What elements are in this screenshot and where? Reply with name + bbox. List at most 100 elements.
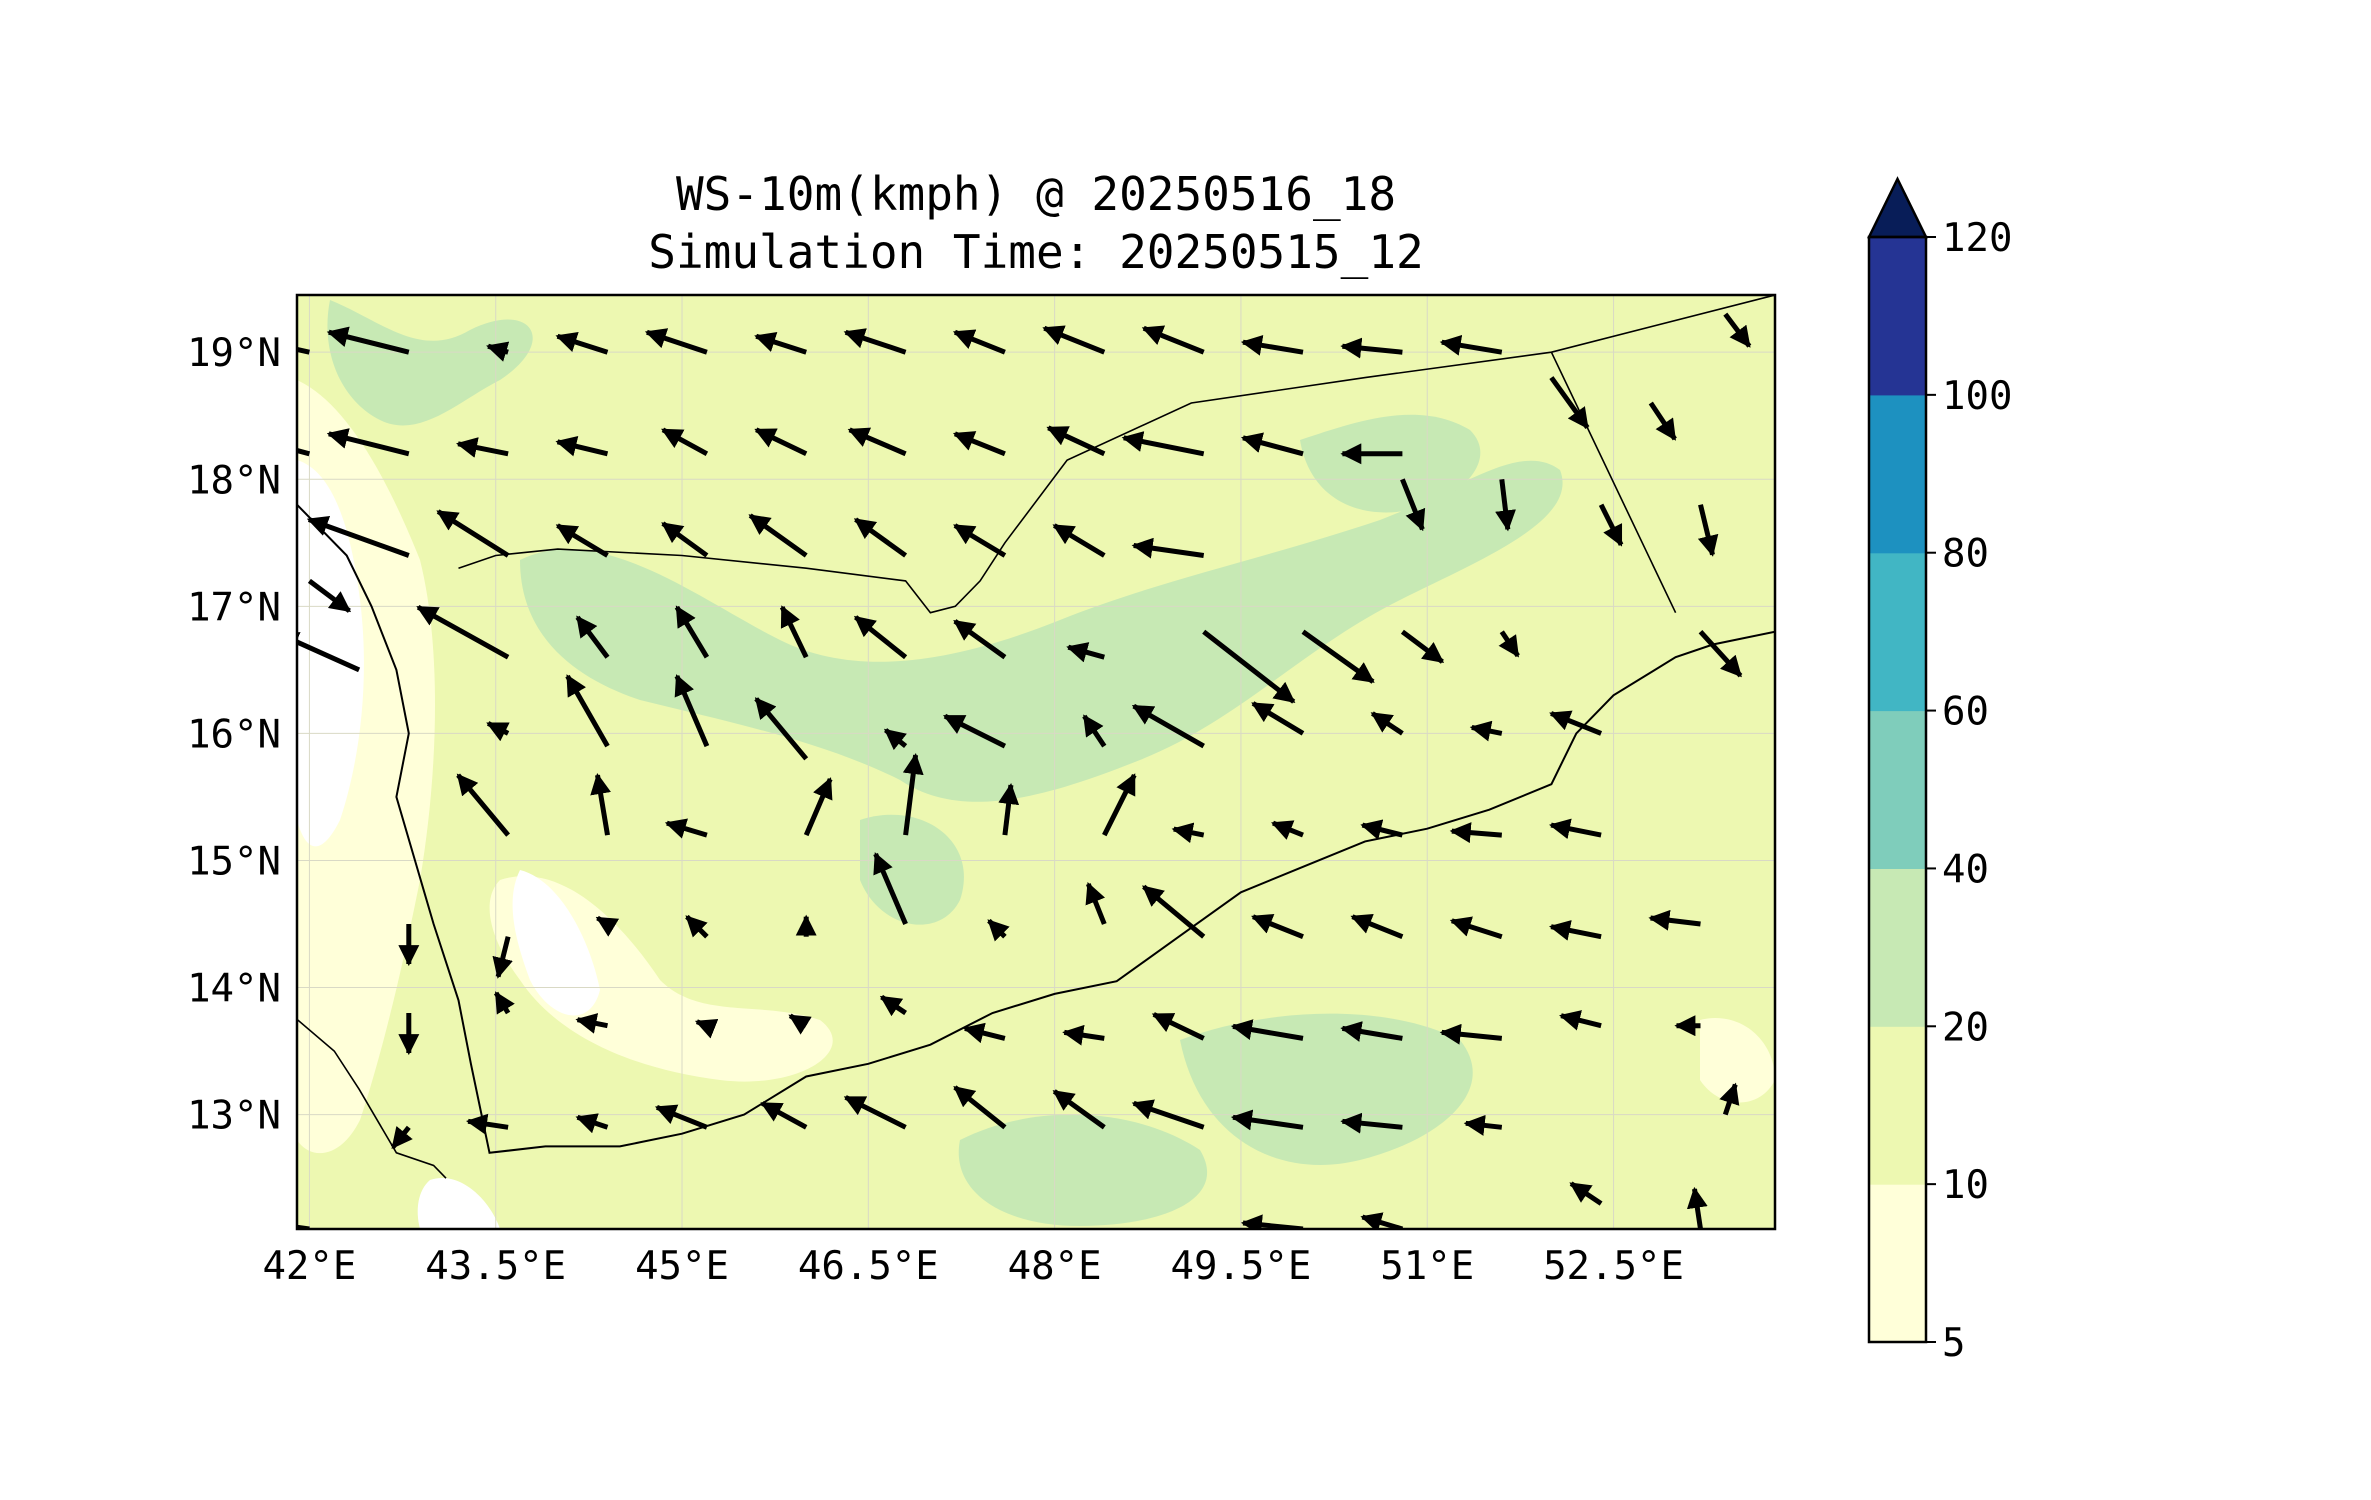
wind-arrow [803, 777, 833, 837]
colorbar-label: 60 [1942, 690, 1989, 735]
wind-arrow [685, 914, 709, 939]
wind-arrow [1046, 425, 1106, 457]
latitude-tick-labels: 19°N 18°N 17°N 16°N 15°N 14°N 13°N [187, 331, 281, 1138]
wind-arrow [1230, 1109, 1304, 1131]
wind-arrow [1648, 401, 1677, 441]
lon-tick-label: 51°E [1380, 1244, 1474, 1289]
wind-arrow [456, 437, 509, 458]
colorbar: 5 10 20 40 60 80 100 120 [1866, 176, 2012, 1366]
wind-arrow [1271, 820, 1304, 840]
wind-arrow [1697, 504, 1719, 557]
contour-20-40-central [520, 460, 1563, 802]
wind-arrow [1495, 479, 1516, 532]
wind-arrow [1230, 1019, 1304, 1041]
wind-arrow [843, 1095, 907, 1130]
wind-arrow [595, 915, 620, 937]
longitude-tick-labels: 42°E 43.5°E 45°E 46.5°E 48°E 49.5°E 51°E 52.5°E [262, 1244, 1684, 1289]
wind-arrow [1648, 909, 1701, 931]
colorbar-label: 5 [1942, 1321, 1965, 1366]
wind-arrow [853, 517, 908, 558]
colorbar-label: 80 [1942, 532, 1989, 577]
wind-arrow [1131, 1099, 1205, 1130]
lat-tick-label: 16°N [187, 712, 281, 757]
wind-arrow [307, 578, 352, 613]
wind-arrow [943, 713, 1007, 749]
wind-arrow [962, 1022, 1006, 1044]
wind-arrow [1151, 1012, 1205, 1041]
contour-20-40-north [327, 300, 533, 426]
wind-arrow [493, 991, 515, 1015]
wind-arrow [902, 753, 924, 836]
wind-arrow [1171, 822, 1205, 844]
wind-arrow [1449, 916, 1503, 940]
coastline [297, 504, 1775, 1154]
wind-arrow [1370, 711, 1404, 736]
wind-arrow [1400, 478, 1426, 532]
colorbar-extend-arrow [1866, 176, 1929, 239]
wind-arrow [1350, 913, 1404, 940]
colorbar-segment [1869, 1184, 1926, 1343]
wind-arrow [953, 523, 1007, 558]
wind-arrow [575, 615, 610, 659]
lon-tick-label: 49.5°E [1170, 1244, 1311, 1289]
wind-arrow [873, 852, 908, 925]
wind-arrow [952, 329, 1006, 355]
lon-tick-label: 42°E [262, 1244, 356, 1289]
wind-arrow [1340, 1021, 1403, 1042]
colorbar-segment [1869, 237, 1926, 396]
wind-arrow [1686, 1186, 1708, 1229]
wind-arrow [1340, 337, 1403, 359]
wind-arrow [1360, 819, 1404, 840]
lat-tick-label: 17°N [187, 585, 281, 630]
wind-arrow [416, 605, 510, 660]
wind-arrow [486, 341, 510, 362]
wind-arrow [952, 431, 1006, 457]
wind-arrow [661, 521, 709, 558]
wind-arrow [575, 1013, 608, 1034]
wind-arrow [654, 1104, 708, 1130]
wind-arrow [555, 331, 609, 355]
lon-tick-label: 45°E [635, 1244, 729, 1289]
wind-arrow [1240, 432, 1304, 457]
wind-arrow [1463, 1114, 1503, 1136]
wind-arrow [1052, 1089, 1106, 1130]
wind-arrow [1240, 334, 1304, 356]
country-border [297, 1018, 447, 1179]
wind-arrow [1569, 1181, 1603, 1206]
wind-arrow [565, 674, 610, 748]
wind-arrow [661, 427, 709, 456]
wind-arrow [1698, 630, 1743, 678]
wind-arrow [953, 1085, 1007, 1130]
wind-arrow [466, 1113, 509, 1135]
contour-20-40-wadi [860, 814, 964, 925]
wind-arrow [1052, 523, 1106, 558]
wind-arrow [1498, 630, 1520, 658]
wind-arrow [436, 509, 510, 558]
wind-arrow [1042, 325, 1106, 355]
colorbar-segment [1869, 710, 1926, 869]
wind-arrow [1719, 1082, 1740, 1116]
contour-below-5-south [417, 1178, 500, 1229]
wind-arrow [1439, 334, 1503, 356]
colorbar-frame [1867, 235, 1928, 1344]
wind-arrow [1141, 325, 1205, 355]
wind-arrow [297, 632, 361, 673]
wind-arrow [326, 428, 410, 457]
wind-arrow [390, 1125, 413, 1149]
wind-arrow [1066, 642, 1105, 663]
contour-20-40-east [1300, 414, 1481, 513]
wind-arrow [1121, 431, 1205, 457]
wind-arrow [694, 1018, 719, 1039]
wind-arrow [1301, 629, 1375, 684]
wind-arrow [326, 326, 410, 355]
wind-arrow [883, 728, 908, 751]
wind-arrow [1102, 773, 1137, 837]
wind-arrow [1085, 882, 1107, 925]
wind-vectors [297, 312, 1752, 1229]
lat-tick-label: 19°N [187, 331, 281, 376]
wind-arrow [1549, 818, 1602, 840]
wind-arrow [1598, 503, 1624, 547]
wind-arrow [1549, 710, 1603, 736]
wind-arrow [590, 773, 611, 836]
colorbar-label: 120 [1942, 216, 2012, 261]
